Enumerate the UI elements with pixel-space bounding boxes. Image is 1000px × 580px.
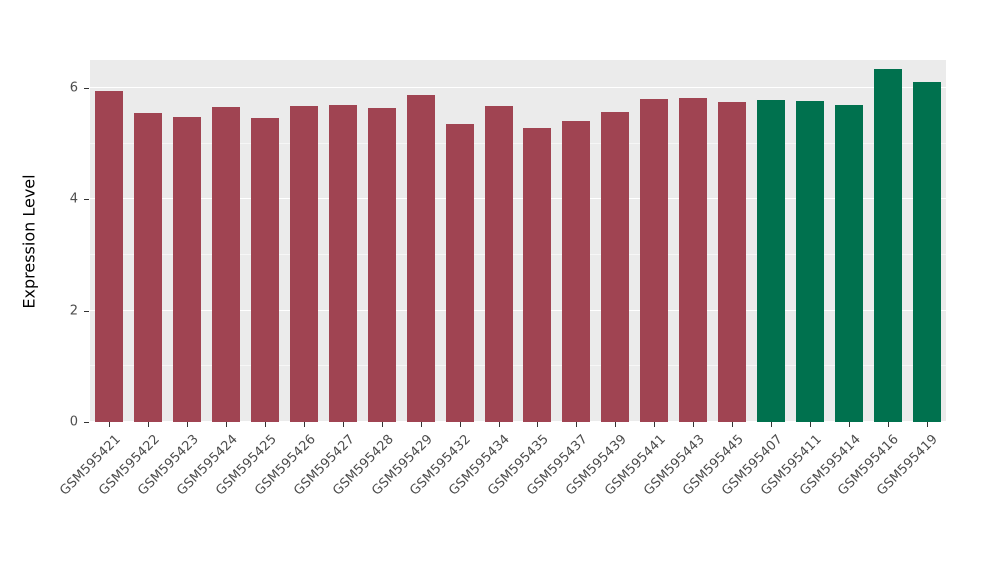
bar (445, 124, 474, 422)
x-tick-mark (148, 422, 150, 427)
bar (795, 100, 824, 422)
x-tick-mark (770, 422, 772, 427)
bar (717, 101, 746, 422)
bar (251, 118, 280, 422)
x-tick-mark (537, 422, 539, 427)
plot-panel (90, 60, 946, 422)
bar (679, 97, 708, 422)
bar (834, 104, 863, 422)
y-tick-mark (84, 310, 89, 312)
bar (173, 117, 202, 422)
bar (134, 112, 163, 422)
major-gridline (90, 86, 946, 88)
bar (601, 111, 630, 422)
x-tick-mark (732, 422, 733, 427)
bar (523, 127, 552, 422)
x-tick-mark (381, 422, 383, 427)
y-tick-label: 2 (69, 303, 78, 319)
y-axis-title: Expression Level (18, 60, 40, 422)
x-tick-mark (809, 422, 811, 427)
x-tick-mark (498, 422, 500, 427)
minor-gridline (90, 253, 946, 255)
x-tick-mark (693, 422, 695, 427)
minor-gridline (90, 142, 946, 144)
bar (328, 104, 357, 422)
x-tick-mark (615, 422, 617, 427)
x-tick-mark (654, 422, 656, 427)
x-tick-mark (109, 422, 111, 427)
y-tick-label: 6 (69, 80, 78, 96)
y-tick-mark (84, 422, 89, 423)
y-tick-label: 4 (69, 191, 78, 207)
x-tick-mark (226, 422, 228, 427)
x-tick-mark (926, 422, 928, 427)
bar (212, 107, 241, 422)
y-tick-label: 0 (69, 414, 78, 430)
y-tick-mark (84, 87, 89, 89)
bar (289, 106, 318, 422)
bar (873, 69, 902, 422)
x-tick-mark (265, 422, 267, 427)
y-tick-mark (84, 199, 89, 201)
bar (484, 106, 513, 422)
x-tick-mark (576, 422, 578, 427)
x-tick-mark (187, 422, 189, 427)
bar (406, 94, 435, 422)
bar (912, 82, 941, 422)
x-tick-mark (342, 422, 344, 427)
bar (640, 99, 669, 422)
major-gridline (90, 421, 946, 422)
bar (562, 121, 591, 422)
x-tick-mark (887, 422, 889, 427)
minor-gridline (90, 365, 946, 367)
bar (756, 100, 785, 422)
x-tick-mark (420, 422, 422, 427)
y-axis-title-text: Expression Level (19, 173, 39, 309)
x-tick-mark (848, 422, 850, 427)
major-gridline (90, 198, 946, 200)
bar (95, 90, 124, 422)
x-tick-mark (304, 422, 305, 427)
x-tick-mark (459, 422, 461, 427)
major-gridline (90, 309, 946, 311)
bar (367, 108, 396, 422)
